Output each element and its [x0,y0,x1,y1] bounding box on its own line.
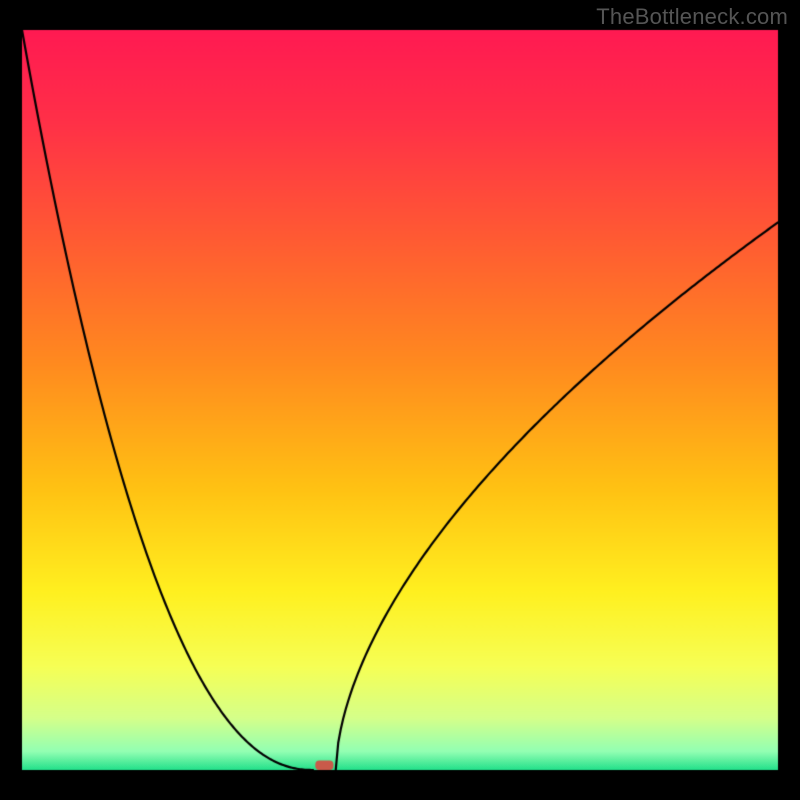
bottleneck-curve-chart [0,0,800,800]
chart-container: TheBottleneck.com [0,0,800,800]
attribution-label: TheBottleneck.com [596,4,788,30]
